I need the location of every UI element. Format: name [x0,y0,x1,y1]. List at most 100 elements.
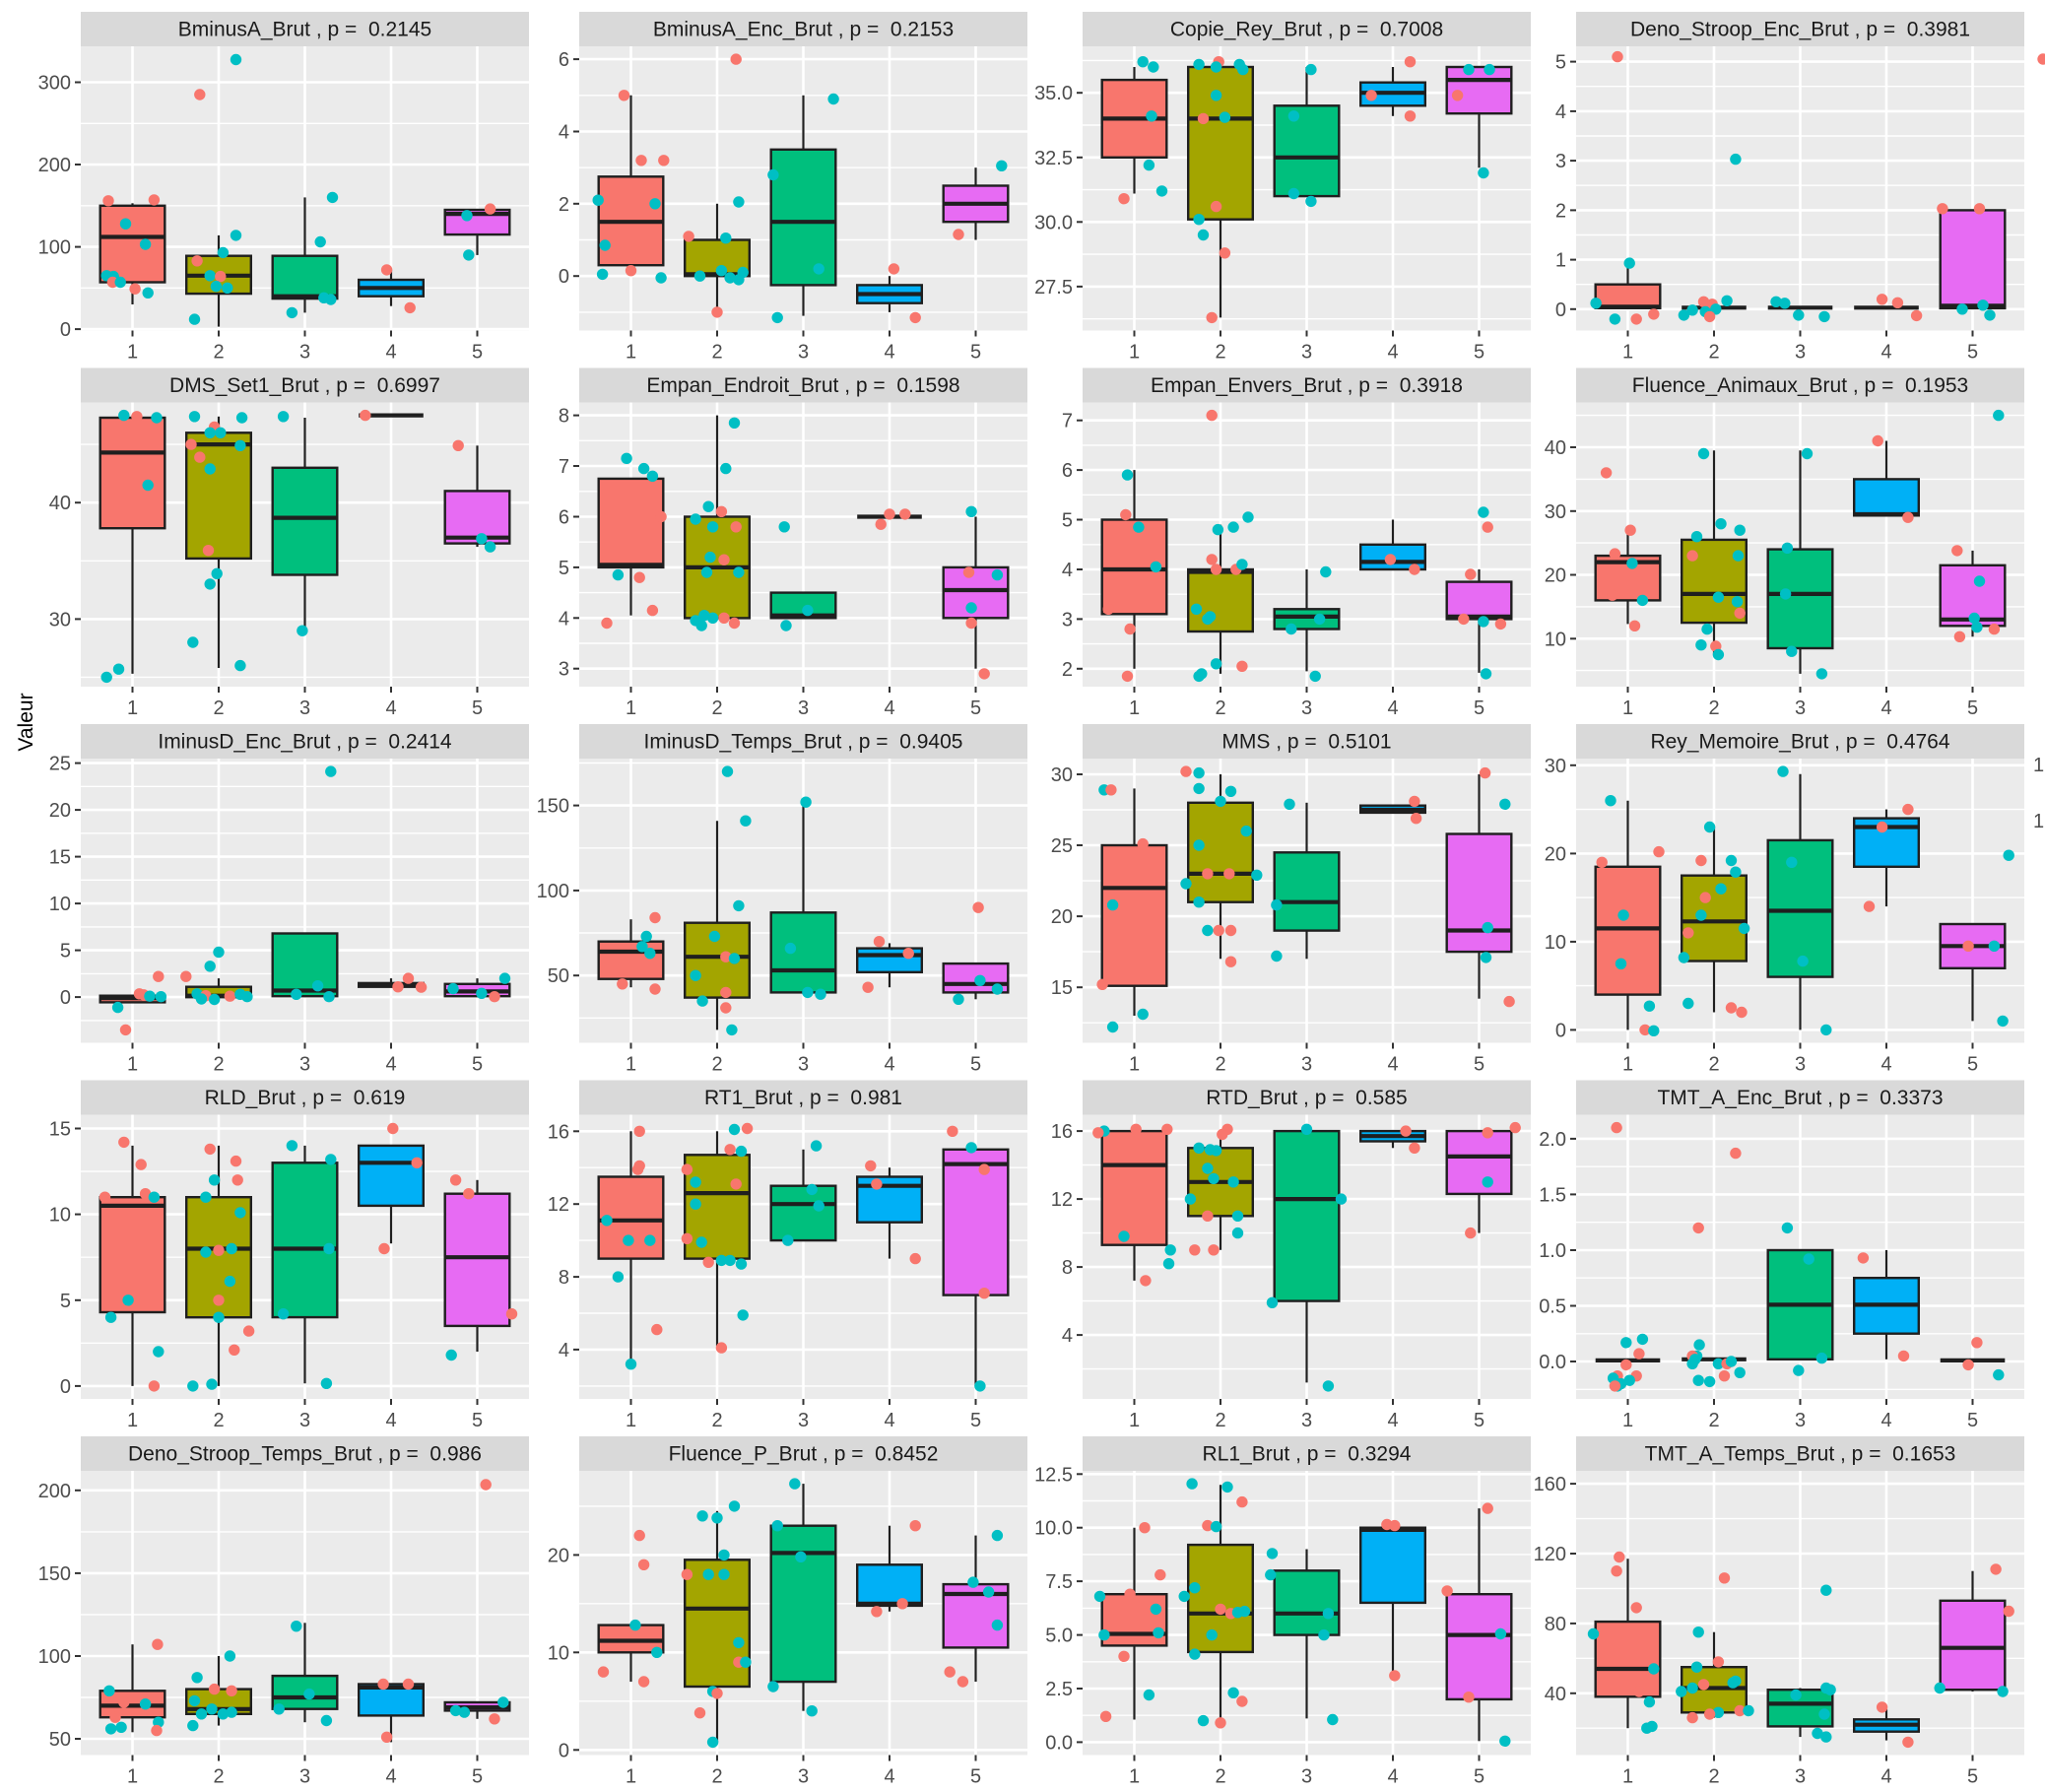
svg-text:2: 2 [711,1410,722,1431]
svg-text:4: 4 [884,342,894,364]
svg-text:25: 25 [49,754,71,775]
svg-text:4: 4 [1387,1766,1398,1788]
svg-text:25: 25 [1051,835,1073,857]
svg-text:3: 3 [299,697,310,719]
svg-text:6: 6 [559,507,569,529]
svg-text:5: 5 [970,1054,981,1076]
svg-text:5: 5 [60,941,71,962]
svg-text:2: 2 [1215,1054,1225,1076]
svg-text:5.0: 5.0 [1045,1626,1073,1647]
svg-text:3: 3 [798,697,809,719]
svg-text:15: 15 [49,847,71,869]
svg-text:TMT_A_Enc_Brut , p = 0.3373: TMT_A_Enc_Brut , p = 0.3373 [1657,1087,1943,1109]
svg-text:2: 2 [213,342,224,364]
svg-text:20: 20 [548,1545,569,1566]
svg-text:RT1_Brut , p = 0.981: RT1_Brut , p = 0.981 [704,1087,902,1109]
svg-text:0: 0 [60,1376,71,1398]
svg-text:1: 1 [1129,1054,1140,1076]
svg-text:0: 0 [60,319,71,341]
svg-text:27.5: 27.5 [1034,277,1073,299]
svg-text:2: 2 [1708,1766,1719,1788]
svg-text:160: 160 [1534,1474,1566,1495]
svg-text:2: 2 [1215,342,1225,364]
svg-text:1: 1 [1129,342,1140,364]
svg-text:15: 15 [49,1119,71,1141]
svg-text:2: 2 [711,697,722,719]
svg-text:Empan_Envers_Brut , p = 0.391: Empan_Envers_Brut , p = 0.3918 [1151,374,1463,397]
svg-text:200: 200 [38,1481,71,1502]
svg-text:4: 4 [385,1054,396,1076]
svg-text:1: 1 [127,697,138,719]
svg-text:1: 1 [127,1054,138,1076]
svg-text:3: 3 [1062,609,1073,631]
svg-text:2: 2 [1708,1054,1719,1076]
svg-text:8: 8 [1062,1257,1073,1279]
svg-text:3: 3 [798,1054,809,1076]
svg-text:4: 4 [884,1054,894,1076]
svg-text:5: 5 [1474,1410,1484,1431]
svg-text:32.5: 32.5 [1034,148,1073,169]
svg-text:2: 2 [1555,200,1566,222]
svg-text:4: 4 [559,608,569,630]
svg-text:1: 1 [2033,811,2044,832]
svg-text:100: 100 [38,237,71,259]
svg-text:3: 3 [1795,697,1806,719]
svg-text:3: 3 [1555,151,1566,172]
svg-text:2: 2 [711,1766,722,1788]
svg-text:10: 10 [49,894,71,915]
svg-text:100: 100 [537,881,569,902]
svg-text:6: 6 [1062,460,1073,482]
svg-text:5: 5 [1474,342,1484,364]
svg-text:10.0: 10.0 [1034,1518,1073,1540]
svg-text:5: 5 [970,342,981,364]
svg-text:1: 1 [2033,755,2044,776]
svg-text:RLD_Brut , p = 0.619: RLD_Brut , p = 0.619 [205,1087,406,1109]
svg-text:5: 5 [1474,1054,1484,1076]
svg-text:4: 4 [385,342,396,364]
svg-text:0: 0 [60,987,71,1009]
svg-text:2: 2 [1708,1410,1719,1431]
svg-text:1: 1 [1129,1766,1140,1788]
svg-text:3: 3 [798,1766,809,1788]
svg-text:0.0: 0.0 [1045,1732,1073,1754]
svg-text:1: 1 [626,697,636,719]
svg-text:4: 4 [1062,560,1073,581]
svg-text:1: 1 [1622,1766,1633,1788]
svg-text:5: 5 [472,1054,483,1076]
svg-text:2: 2 [1215,1766,1225,1788]
svg-text:1: 1 [127,342,138,364]
svg-text:4: 4 [385,1766,396,1788]
svg-text:10: 10 [548,1642,569,1664]
svg-text:10: 10 [1545,932,1566,954]
svg-text:BminusA_Enc_Brut , p = 0.2153: BminusA_Enc_Brut , p = 0.2153 [653,19,954,41]
svg-text:2: 2 [711,1054,722,1076]
svg-text:20: 20 [1545,565,1566,587]
svg-text:4: 4 [1387,342,1398,364]
svg-text:2: 2 [213,1410,224,1431]
svg-text:300: 300 [38,73,71,95]
svg-text:0.0: 0.0 [1539,1352,1566,1373]
svg-text:5: 5 [970,697,981,719]
svg-text:4: 4 [385,697,396,719]
svg-text:5: 5 [1555,52,1566,74]
svg-text:3: 3 [1795,1410,1806,1431]
svg-text:5: 5 [1967,342,1978,364]
svg-text:3: 3 [1301,1410,1312,1431]
svg-text:8: 8 [559,1267,569,1289]
svg-text:2.5: 2.5 [1045,1679,1073,1700]
svg-text:5: 5 [472,342,483,364]
svg-text:4: 4 [1387,1410,1398,1431]
svg-text:8: 8 [559,406,569,428]
svg-text:2: 2 [213,697,224,719]
svg-text:3: 3 [1795,342,1806,364]
svg-text:4: 4 [1387,1054,1398,1076]
svg-text:30: 30 [49,609,71,631]
svg-text:5: 5 [559,558,569,579]
svg-text:30: 30 [1051,764,1073,786]
svg-text:100: 100 [38,1646,71,1668]
svg-text:3: 3 [299,342,310,364]
svg-text:MMS , p = 0.5101: MMS , p = 0.5101 [1221,731,1391,754]
svg-text:5: 5 [1967,1766,1978,1788]
svg-text:Copie_Rey_Brut , p = 0.7008: Copie_Rey_Brut , p = 0.7008 [1170,19,1443,41]
svg-text:40: 40 [1545,437,1566,459]
